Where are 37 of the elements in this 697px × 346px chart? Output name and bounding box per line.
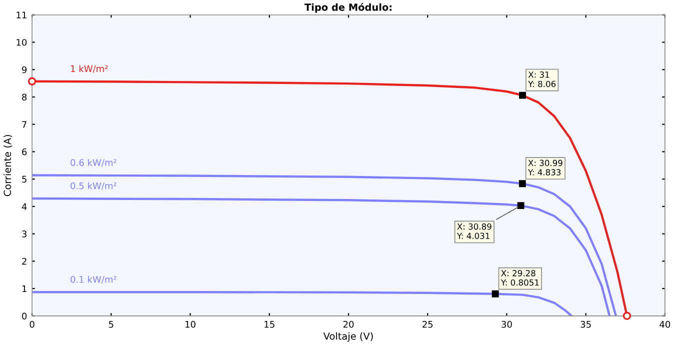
x-tick-label: 5 [108, 321, 114, 328]
x-tick-label: 40 [660, 320, 670, 328]
line-series [32, 197, 611, 316]
y-tick-label: 9 [22, 66, 27, 74]
line-series [32, 174, 617, 316]
series-label: 1 kW/m² [71, 65, 108, 73]
y-tick-label: 7 [22, 121, 26, 128]
y-tick-label: 1 [22, 285, 26, 292]
chart-title: Tipo de Módulo: [304, 2, 392, 13]
series-label: 0.5 kW/m² [70, 182, 116, 190]
point [28, 77, 36, 86]
series-label: 0.6 kW/m² [70, 158, 116, 167]
x-tick-label: 35 [580, 320, 591, 328]
annotation: X: 31 Y: 8.06 [528, 71, 556, 88]
x-tick-label: 10 [186, 320, 196, 328]
annotation: X: 29.28 Y: 0.8051 [500, 270, 539, 286]
line-series [32, 290, 573, 316]
y-tick-label: 5 [22, 176, 26, 183]
annotation: X: 30.89 Y: 4.031 [456, 223, 492, 240]
y-tick-label: 6 [22, 148, 27, 156]
y-tick-label: 8 [22, 94, 27, 101]
x-tick-label: 25 [422, 320, 433, 328]
y-tick-label: 10 [16, 38, 27, 46]
y-tick-label: 0 [22, 312, 27, 320]
x-axis-title: Voltaje (V) [323, 332, 373, 342]
y-tick-label: 2 [22, 258, 26, 265]
y-tick-label: 11 [16, 12, 26, 18]
y-tick-label: 4 [22, 203, 27, 210]
point [622, 312, 632, 320]
series-label: 0.1 kW/m² [70, 276, 116, 284]
y-axis-title: Corriente (A) [4, 134, 12, 196]
x-tick-label: 0 [30, 320, 34, 328]
y-tick-label: 3 [22, 230, 26, 238]
x-tick-label: 20 [343, 320, 354, 328]
x-tick-label: 15 [264, 321, 274, 328]
x-tick-label: 30 [502, 320, 512, 328]
annotation: X: 30.99 Y: 4.833 [528, 160, 562, 176]
